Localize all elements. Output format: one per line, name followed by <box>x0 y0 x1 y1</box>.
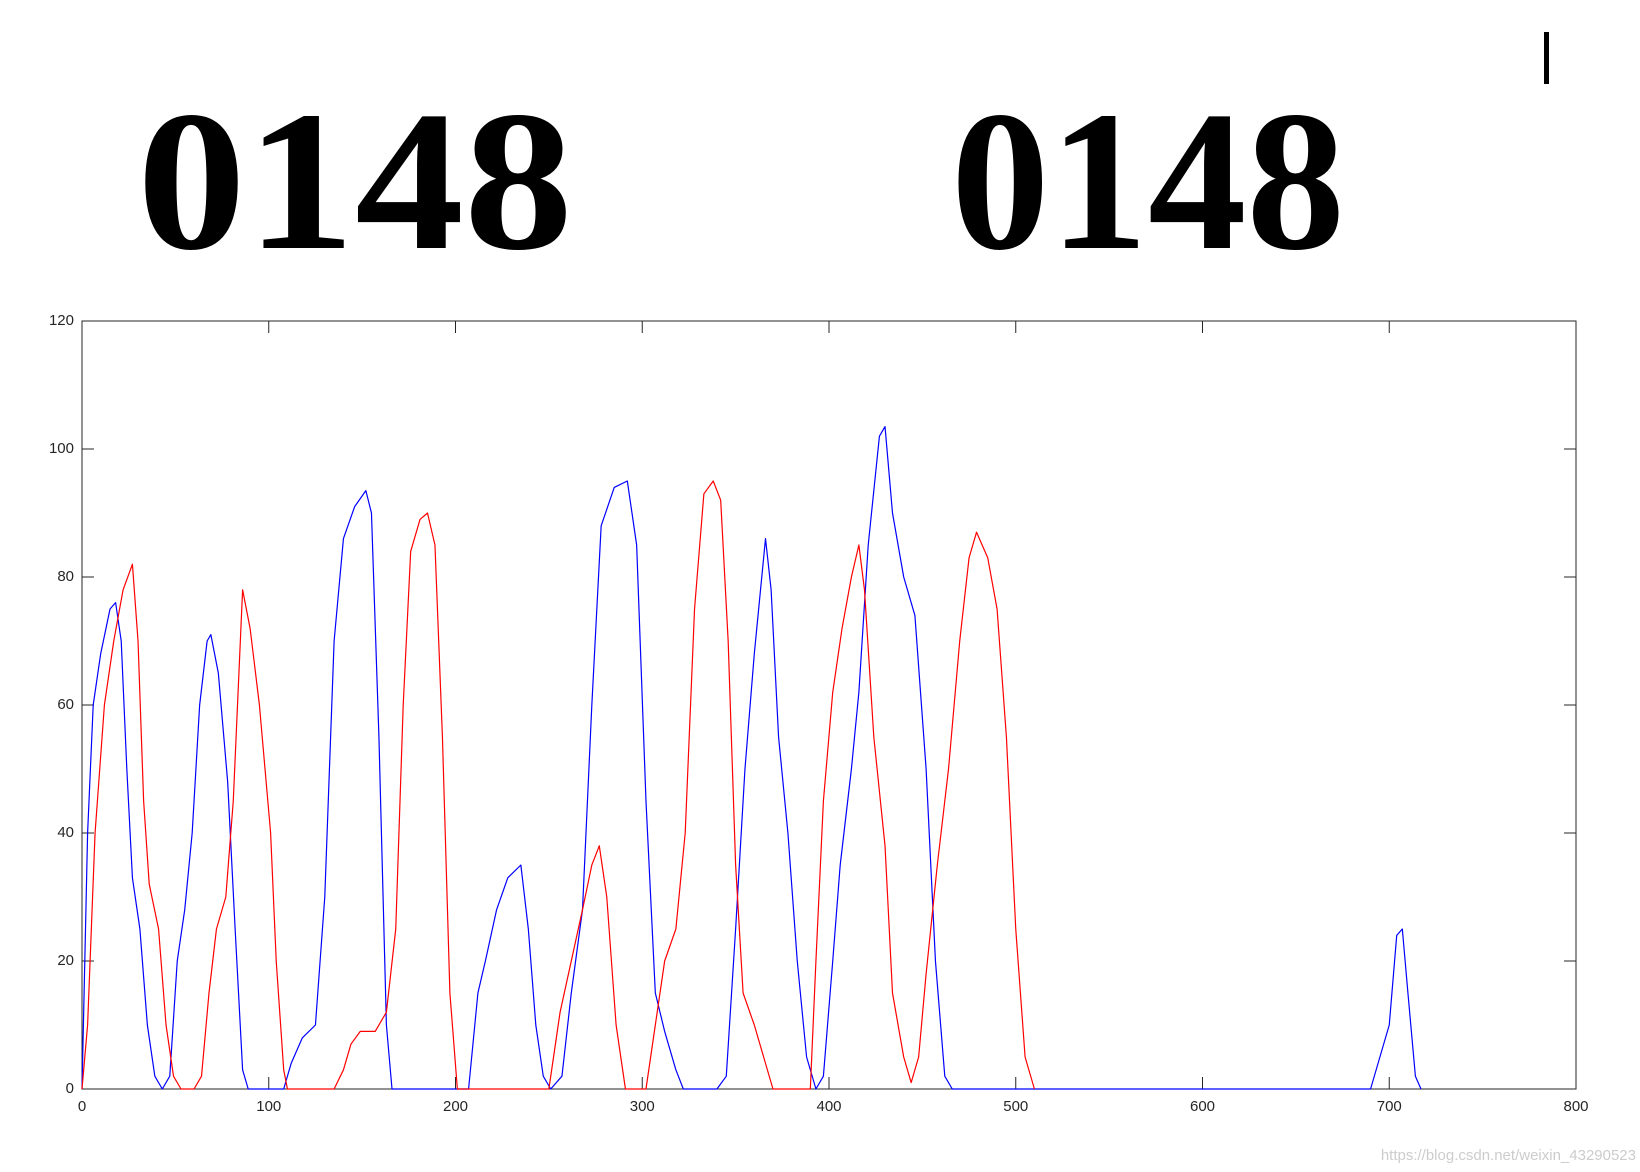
digit-image: 0148 <box>137 71 573 292</box>
y-tick-label: 40 <box>57 824 74 841</box>
x-tick-label: 200 <box>443 1098 468 1115</box>
x-tick-label: 800 <box>1563 1098 1588 1115</box>
x-tick-label: 300 <box>630 1098 655 1115</box>
y-tick-label: 80 <box>57 568 74 585</box>
y-tick-label: 0 <box>66 1080 74 1097</box>
watermark: https://blog.csdn.net/weixin_43290523 <box>1381 1147 1636 1164</box>
y-tick-label: 20 <box>57 952 74 969</box>
y-tick-label: 60 <box>57 696 74 713</box>
plot-area <box>81 320 1577 1090</box>
series-line <box>81 480 1036 1090</box>
y-tick-label: 120 <box>49 312 74 329</box>
x-tick-label: 600 <box>1190 1098 1215 1115</box>
x-tick-label: 100 <box>256 1098 281 1115</box>
noise-blob <box>1544 32 1549 84</box>
x-tick-label: 500 <box>1003 1098 1028 1115</box>
digit-image: 0148 <box>951 71 1345 292</box>
x-tick-label: 700 <box>1377 1098 1402 1115</box>
x-tick-label: 0 <box>78 1098 86 1115</box>
series-line <box>81 426 1422 1090</box>
x-tick-label: 400 <box>816 1098 841 1115</box>
y-tick-label: 100 <box>49 440 74 457</box>
